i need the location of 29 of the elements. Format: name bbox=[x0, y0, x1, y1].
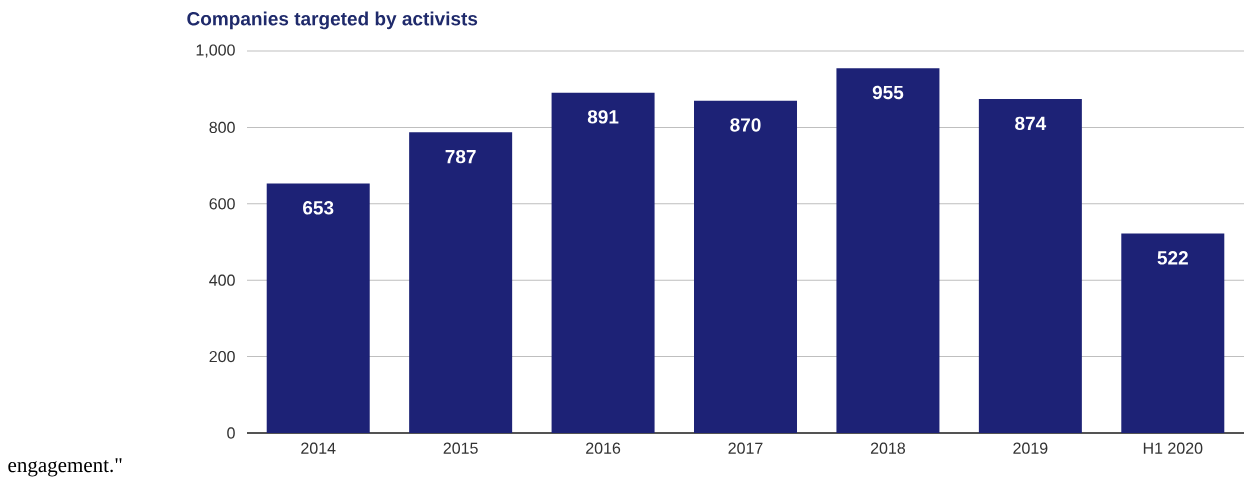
x-tick-label: 2016 bbox=[586, 442, 621, 454]
bar bbox=[1121, 233, 1225, 433]
x-tick-label: 2017 bbox=[728, 442, 763, 454]
x-tick-label: 2019 bbox=[1013, 442, 1048, 454]
y-tick-label: 1,000 bbox=[196, 44, 235, 58]
bar bbox=[551, 92, 655, 433]
y-tick-label: 0 bbox=[227, 427, 235, 439]
y-tick-label: 400 bbox=[209, 274, 235, 286]
bar bbox=[409, 132, 513, 433]
y-tick-label: 200 bbox=[209, 350, 235, 363]
bar bbox=[836, 68, 940, 433]
data-label: 522 bbox=[1157, 251, 1188, 265]
data-label: 955 bbox=[872, 85, 904, 100]
x-tick-label: 2014 bbox=[301, 442, 336, 454]
bar bbox=[694, 100, 798, 433]
bar bbox=[978, 99, 1082, 433]
x-tick-label: 2018 bbox=[870, 442, 906, 454]
x-tick-label: H1 2020 bbox=[1143, 442, 1203, 454]
y-tick-label: 800 bbox=[209, 121, 235, 134]
text: engagement." bbox=[8, 458, 122, 477]
bar bbox=[266, 183, 370, 433]
data-label: 653 bbox=[303, 201, 334, 215]
data-label: 870 bbox=[730, 118, 761, 132]
data-label: 787 bbox=[445, 149, 476, 164]
chart-title: Companies targeted by activists bbox=[187, 11, 478, 30]
data-label: 891 bbox=[587, 110, 619, 124]
y-tick-label: 600 bbox=[209, 198, 235, 210]
x-tick-label: 2015 bbox=[443, 442, 478, 454]
data-label: 874 bbox=[1015, 116, 1047, 131]
